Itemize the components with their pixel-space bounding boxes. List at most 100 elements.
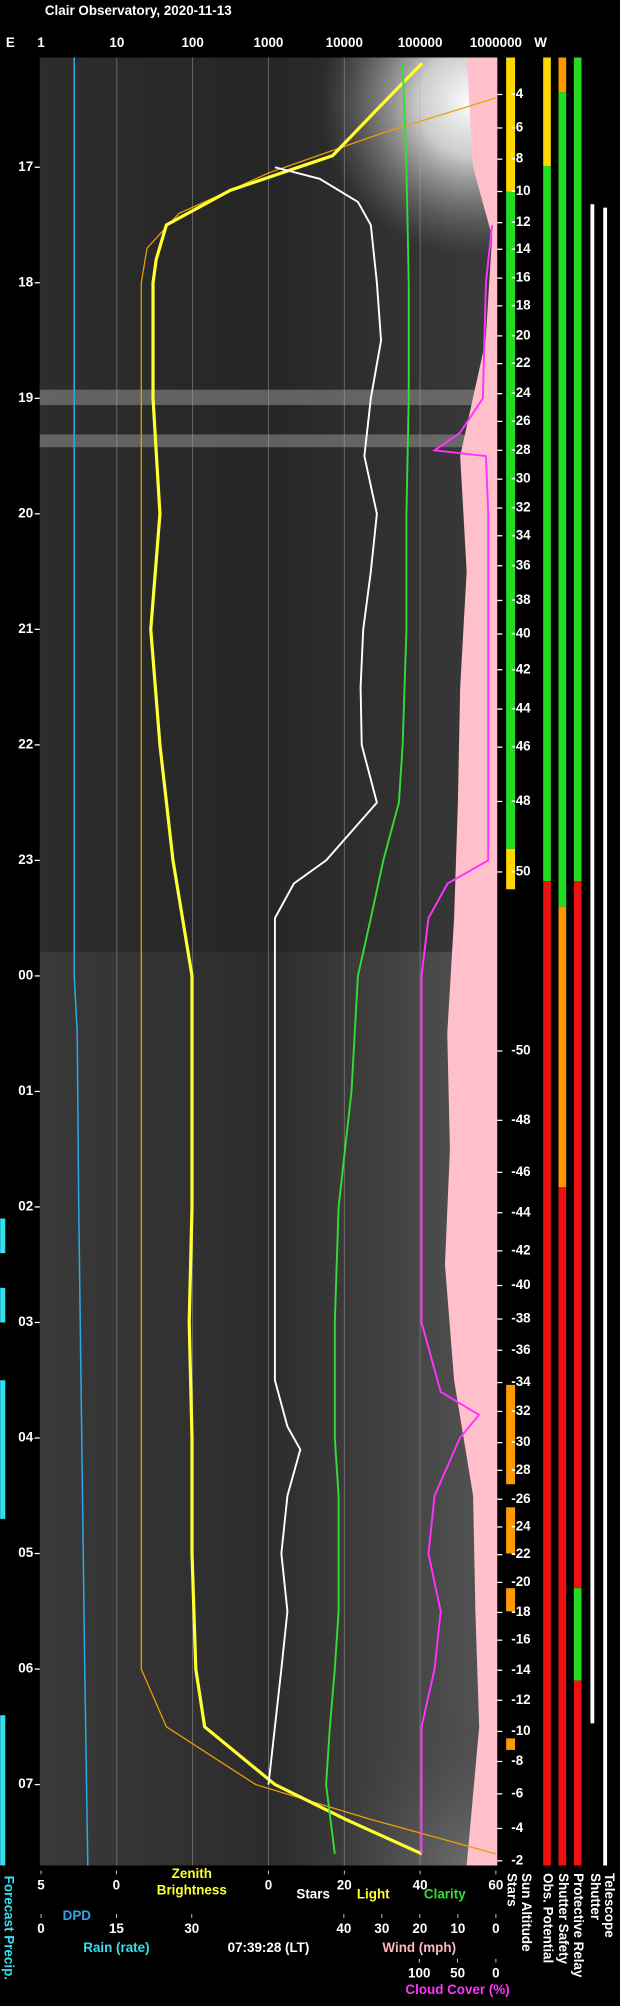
sun-altitude-label: -50 xyxy=(511,1043,530,1058)
status-segment xyxy=(506,1588,516,1612)
hour-label: 23 xyxy=(18,852,33,867)
axis-label: Light xyxy=(357,1886,390,1901)
bottom-tick-label: 40 xyxy=(413,1877,428,1892)
status-label: Shutter xyxy=(588,1873,603,1921)
hour-label: 19 xyxy=(18,390,33,405)
sun-altitude-label: -36 xyxy=(511,1342,530,1357)
sun-altitude-label: -8 xyxy=(511,1753,523,1768)
status-segment xyxy=(506,1738,516,1750)
sun-altitude-label: -48 xyxy=(511,793,531,808)
chart-title: Clair Observatory, 2020-11-13 xyxy=(45,3,232,18)
status-label: Obs. Potential xyxy=(540,1873,555,1963)
bottom-tick-label: 20 xyxy=(412,1921,427,1936)
sun-altitude-label: -22 xyxy=(511,1546,530,1561)
bottom-tick-label: 0 xyxy=(37,1921,44,1936)
bottom-tick-label: 15 xyxy=(109,1921,124,1936)
status-segment xyxy=(590,204,595,1724)
sun-altitude-label: -16 xyxy=(511,1632,530,1647)
series-line xyxy=(267,166,383,1785)
sun-altitude-label: -20 xyxy=(511,1574,530,1589)
sun-altitude-label: -28 xyxy=(511,442,531,457)
series-line xyxy=(73,57,89,1866)
bottom-tick-label: 5 xyxy=(37,1877,45,1892)
sun-altitude-label: -18 xyxy=(511,297,531,312)
series-line xyxy=(420,224,494,1854)
axis-label: Stars xyxy=(296,1886,330,1901)
sun-altitude-label: -24 xyxy=(511,385,531,400)
sun-altitude-label: -34 xyxy=(511,527,531,542)
sun-altitude-label: -16 xyxy=(511,270,530,285)
bottom-tick-label: 30 xyxy=(374,1921,389,1936)
sun-altitude-label: -40 xyxy=(511,626,530,641)
axis-label: Clarity xyxy=(424,1886,466,1901)
sun-altitude-label: -10 xyxy=(511,1723,530,1738)
status-label: Stars xyxy=(505,1873,520,1907)
axis-label: Zenith xyxy=(172,1866,212,1881)
status-segment xyxy=(603,207,608,1866)
hour-label: 05 xyxy=(18,1545,33,1560)
bottom-tick-label: 40 xyxy=(336,1921,351,1936)
sun-altitude-label: -46 xyxy=(511,1164,530,1179)
hour-label: 18 xyxy=(18,274,33,289)
sun-altitude-label: -8 xyxy=(511,151,523,166)
bottom-tick-label: 30 xyxy=(184,1921,199,1936)
status-segment xyxy=(506,191,516,849)
sun-altitude-label: -30 xyxy=(511,1434,530,1449)
sun-altitude-label: -6 xyxy=(511,120,523,135)
sun-altitude-label: -20 xyxy=(511,327,530,342)
top-tick-label: 1000 xyxy=(254,35,284,50)
series-line xyxy=(149,62,424,1856)
precip-mark xyxy=(0,1715,6,1866)
top-tick-label: 100000 xyxy=(398,35,443,50)
sun-altitude-label: -32 xyxy=(511,500,530,515)
bottom-tick-label: 20 xyxy=(337,1877,352,1892)
hour-label: 00 xyxy=(18,967,33,982)
sun-altitude-label: -42 xyxy=(511,1242,530,1257)
timestamp: 07:39:28 (LT) xyxy=(228,1940,310,1955)
top-tick-label: 10 xyxy=(109,35,124,50)
axis-label: Cloud Cover (%) xyxy=(405,1982,509,1997)
status-segment xyxy=(506,1384,516,1485)
sun-altitude-label: -40 xyxy=(511,1277,530,1292)
hour-label: 02 xyxy=(18,1199,33,1214)
hour-label: 03 xyxy=(18,1314,33,1329)
sun-altitude-label: -30 xyxy=(511,471,530,486)
top-tick-label: 100 xyxy=(181,35,203,50)
sun-altitude-label: -26 xyxy=(511,1491,530,1506)
hour-label: 07 xyxy=(18,1776,33,1791)
status-segment xyxy=(558,1187,567,1866)
sun-altitude-label: -14 xyxy=(511,241,531,256)
sun-altitude-label: -46 xyxy=(511,739,530,754)
bottom-tick-label: 60 xyxy=(488,1877,503,1892)
bottom-tick-label: 0 xyxy=(113,1877,120,1892)
status-label: Shutter Safety xyxy=(556,1873,571,1964)
precip-mark xyxy=(0,1218,6,1254)
status-segment xyxy=(506,1507,516,1554)
bottom-tick-label: 100 xyxy=(408,1966,430,1981)
status-segment xyxy=(573,1680,582,1866)
axis-label: Wind (mph) xyxy=(382,1940,456,1955)
sun-altitude-label: -22 xyxy=(511,355,530,370)
sun-altitude-label: -24 xyxy=(511,1519,531,1534)
bottom-tick-label: 0 xyxy=(492,1966,499,1981)
precip-mark xyxy=(0,1380,6,1519)
axis-label: Brightness xyxy=(157,1883,227,1898)
status-segment xyxy=(543,57,551,167)
bottom-tick-label: 50 xyxy=(450,1966,465,1981)
axis-label: Rain (rate) xyxy=(83,1940,149,1955)
series-line xyxy=(140,97,497,1855)
top-tick-label: 1 xyxy=(37,35,45,50)
sun-altitude-label: -50 xyxy=(511,863,530,878)
axis-label: DPD xyxy=(63,1908,92,1923)
sun-altitude-label: -44 xyxy=(511,701,531,716)
sun-altitude-label: -14 xyxy=(511,1662,531,1677)
series-line xyxy=(325,63,410,1855)
wind-area xyxy=(444,57,498,1866)
hour-label: 01 xyxy=(18,1083,33,1098)
status-segment xyxy=(573,1588,582,1681)
sun-altitude-label: -6 xyxy=(511,1785,523,1800)
sun-altitude-label: -36 xyxy=(511,557,530,572)
top-tick-label: 1000000 xyxy=(470,35,522,50)
west-label: W xyxy=(534,35,547,50)
